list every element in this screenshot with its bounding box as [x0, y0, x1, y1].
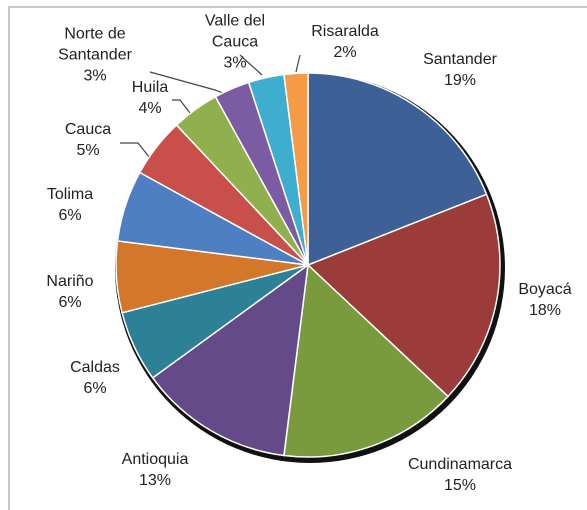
data-label: Huila 4%: [95, 77, 205, 119]
data-label: Nariño 6%: [15, 271, 125, 313]
data-label: Cundinamarca 15%: [405, 454, 515, 496]
data-label: Cauca 5%: [33, 119, 143, 161]
value-label: 6%: [83, 380, 107, 397]
category-label: Valle del Cauca: [204, 12, 266, 51]
value-label: 4%: [138, 100, 162, 117]
category-label: Santander: [423, 51, 497, 68]
category-label: Antioquia: [121, 451, 189, 468]
pie-slice: [283, 72, 309, 266]
category-label: Cundinamarca: [407, 456, 513, 473]
value-label: 18%: [528, 302, 562, 319]
value-label: 3%: [223, 54, 247, 72]
value-label: 6%: [58, 207, 82, 224]
category-label: Nariño: [46, 273, 94, 290]
data-label: Norte de Santander 3%: [40, 24, 150, 87]
value-label: 3%: [83, 67, 107, 85]
leader-line: [172, 99, 191, 114]
category-label: Caldas: [70, 359, 120, 376]
data-label: Boyacá 18%: [490, 279, 587, 321]
category-label: Cauca: [64, 121, 112, 138]
value-label: 6%: [58, 294, 82, 311]
value-label: 19%: [443, 72, 477, 89]
frame: [8, 6, 587, 510]
category-label: Norte de Santander: [58, 25, 132, 64]
category-label: Huila: [131, 79, 169, 96]
category-label: Risaralda: [311, 23, 379, 40]
pie-slice: [307, 72, 488, 267]
data-label: Risaralda 2%: [290, 21, 400, 63]
leader-line: [295, 54, 301, 73]
value-label: 15%: [443, 477, 477, 494]
pie-slice: [306, 193, 501, 398]
pie-slice: [283, 263, 450, 458]
category-label: Boyacá: [518, 281, 572, 298]
data-label: Tolima 6%: [15, 184, 125, 226]
value-label: 2%: [333, 44, 357, 61]
data-label: Valle del Cauca 3%: [180, 11, 290, 74]
data-label: Santander 19%: [405, 49, 515, 91]
category-label: Tolima: [46, 186, 94, 203]
data-label: Caldas 6%: [40, 357, 150, 399]
data-label: Antioquia 13%: [100, 449, 210, 491]
value-label: 5%: [76, 142, 100, 159]
leader-line: [120, 142, 151, 159]
value-label: 13%: [138, 472, 172, 489]
leader-line: [239, 54, 263, 76]
pie-slice: [151, 263, 309, 457]
